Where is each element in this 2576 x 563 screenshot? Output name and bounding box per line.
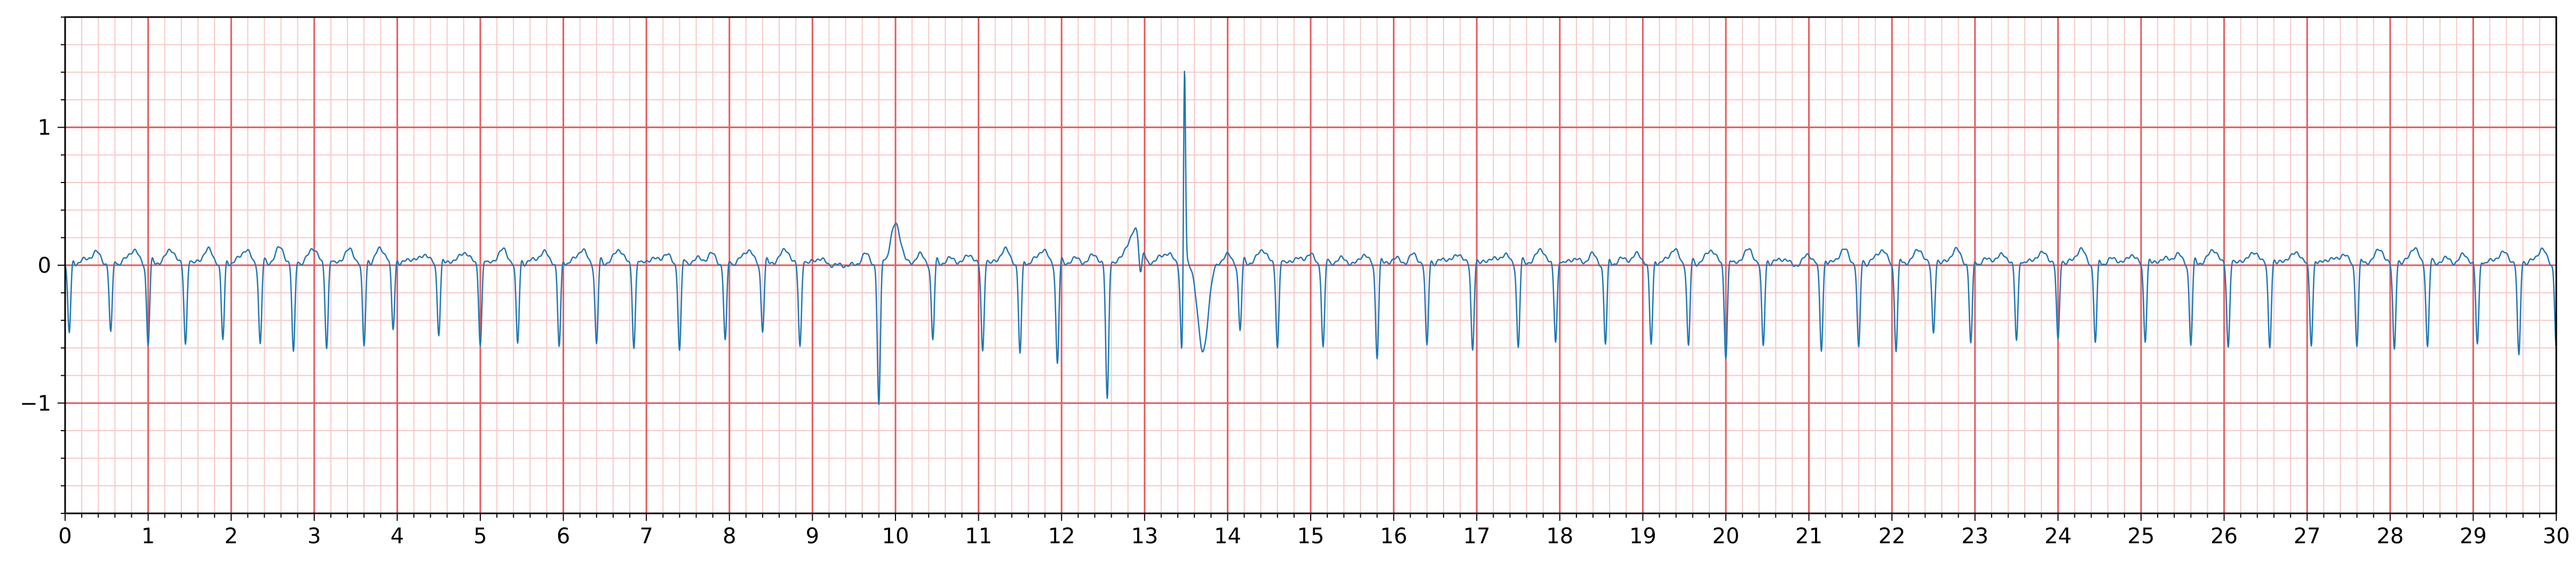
x-tick-label: 30	[2543, 524, 2570, 549]
x-tick-label: 3	[307, 524, 321, 549]
x-tick-label: 4	[391, 524, 404, 549]
x-tick-label: 9	[806, 524, 819, 549]
x-tick-label: 12	[1048, 524, 1075, 549]
x-tick-label: 19	[1629, 524, 1656, 549]
trace-layer	[64, 70, 2557, 406]
x-tick-label: 20	[1713, 524, 1740, 549]
x-tick-label: 24	[2044, 524, 2072, 549]
x-tick-label: 5	[473, 524, 487, 549]
x-tick-label: 10	[882, 524, 909, 549]
x-tick-label: 27	[2294, 524, 2321, 549]
y-tick-label: 1	[38, 116, 51, 140]
x-tick-label: 28	[2376, 524, 2404, 549]
x-tick-label: 14	[1214, 524, 1241, 549]
x-tick-label: 25	[2128, 524, 2155, 549]
x-tick-label: 1	[141, 524, 155, 549]
x-tick-label: 7	[639, 524, 653, 549]
x-tick-label: 13	[1131, 524, 1158, 549]
x-tick-label: 15	[1297, 524, 1325, 549]
x-tick-label: 17	[1463, 524, 1491, 549]
y-tick-label: 0	[38, 253, 51, 278]
x-tick-label: 6	[557, 524, 570, 549]
x-tick-label: 0	[58, 524, 72, 549]
x-tick-label: 22	[1879, 524, 1906, 549]
x-axis: 0 1 2 3 4 5 6 7 8 9 10 11 12 13 14 15 16 17 18 19 20 21 22 23 24…	[58, 513, 2570, 549]
x-tick-label: 23	[1961, 524, 1988, 549]
y-axis: 1 0 −1	[20, 17, 65, 514]
x-tick-label: 18	[1546, 524, 1573, 549]
ecg-trace	[64, 70, 2557, 406]
x-tick-label: 29	[2460, 524, 2487, 549]
y-tick-label: −1	[20, 391, 51, 416]
x-tick-label: 26	[2210, 524, 2238, 549]
major-grid	[64, 17, 2557, 513]
x-tick-label: 11	[965, 524, 992, 549]
x-tick-label: 2	[224, 524, 237, 549]
x-tick-label: 16	[1380, 524, 1407, 549]
x-tick-label: 8	[723, 524, 736, 549]
x-tick-label: 21	[1795, 524, 1822, 549]
